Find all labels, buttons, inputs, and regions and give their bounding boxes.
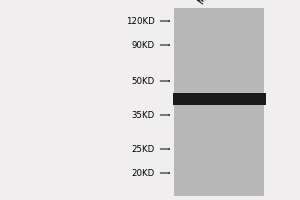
- Bar: [174, 8, 264, 196]
- Text: 90KD: 90KD: [131, 40, 154, 49]
- Text: 120KD: 120KD: [126, 17, 154, 25]
- Text: 20KD: 20KD: [131, 168, 154, 178]
- Text: 25KD: 25KD: [131, 144, 154, 154]
- Text: 35KD: 35KD: [131, 110, 154, 119]
- Text: MCF-7: MCF-7: [197, 0, 220, 6]
- Text: 50KD: 50KD: [131, 76, 154, 86]
- Bar: [173, 93, 266, 105]
